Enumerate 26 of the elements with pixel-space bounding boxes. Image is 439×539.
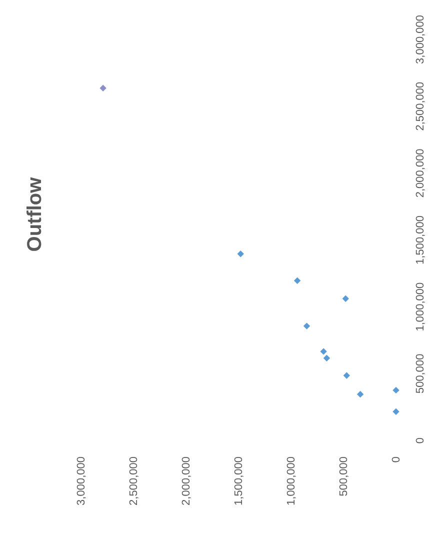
x-tick-label: 1,000,000: [286, 456, 298, 506]
point: [392, 408, 400, 415]
point: [303, 322, 310, 330]
y-tick-label: 1,500,000: [414, 216, 426, 264]
y-tick-label: 3,000,000: [414, 15, 426, 64]
point: [100, 84, 106, 92]
y-tick-label: 2,000,000: [414, 148, 426, 198]
point: [343, 372, 350, 379]
y-tick-label: 500,000: [414, 354, 426, 394]
point: [342, 295, 349, 302]
y-tick-label: 0: [414, 437, 426, 444]
point: [323, 354, 330, 362]
x-tick-label: 0: [390, 456, 402, 463]
point: [356, 390, 364, 398]
point: [237, 250, 244, 258]
x-tick-label: 500,000: [338, 456, 350, 496]
y-tick-label: 2,500,000: [414, 82, 426, 131]
x-tick-label: 1,500,000: [233, 456, 245, 506]
text: Outflow: [24, 176, 46, 252]
point: [294, 277, 301, 284]
x-tick-label: 3,000,000: [76, 456, 88, 506]
y-tick-label: 1,000,000: [414, 282, 426, 332]
x-tick-label: 2,000,000: [180, 456, 192, 506]
point: [392, 386, 400, 394]
point: [320, 348, 327, 355]
x-tick-label: 2,500,000: [128, 456, 140, 506]
